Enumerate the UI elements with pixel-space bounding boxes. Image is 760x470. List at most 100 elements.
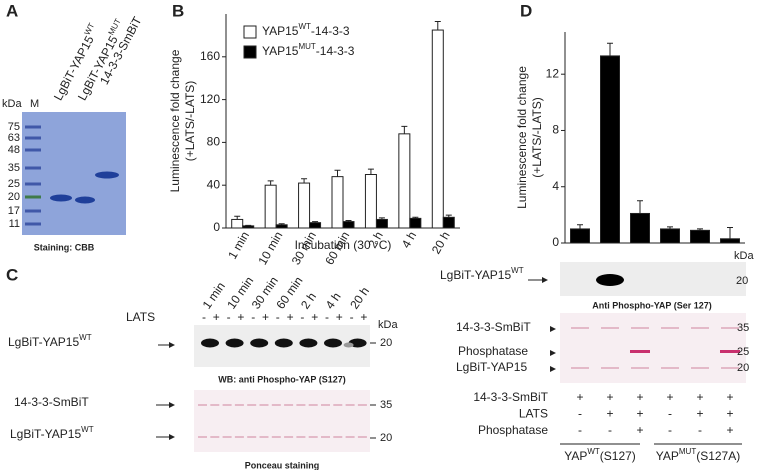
marker-band [25, 209, 41, 213]
y-tick-label: 0 [552, 235, 559, 249]
error-bar [234, 215, 241, 220]
blot-band [357, 436, 367, 438]
bar [409, 217, 422, 229]
sign: - [227, 310, 231, 324]
kda-label: kDa [378, 319, 398, 331]
band-label: LgBiT-YAP15WT [10, 425, 94, 441]
blot-band [324, 338, 342, 348]
legend-label-part: -14-3-3 [311, 24, 350, 38]
blot-band [343, 342, 354, 348]
error-bar [345, 220, 352, 222]
arrow-head [169, 342, 175, 348]
blot-band [259, 404, 269, 406]
y-tick-label: 160 [200, 49, 220, 63]
panel-label: D [520, 1, 532, 20]
marker-band [25, 182, 41, 186]
blot-band [234, 404, 244, 406]
row-label: 14-3-3-SmBiT [473, 390, 548, 404]
caption: Ponceau staining [245, 460, 320, 470]
error-bar [607, 42, 613, 56]
blot [194, 390, 370, 452]
blot-band [198, 404, 207, 406]
arrow-head [550, 366, 556, 372]
lane-label-part: WT [83, 21, 97, 36]
error-bar [367, 168, 374, 175]
sign: + [287, 310, 294, 324]
blot-band [247, 436, 257, 438]
legend-swatch [243, 25, 257, 39]
bar [690, 229, 710, 244]
error-bar [378, 217, 385, 220]
sign: - [608, 423, 612, 437]
arrow-head [169, 402, 175, 408]
blot-band [284, 436, 294, 438]
blot-band [250, 338, 269, 348]
bar [375, 218, 388, 229]
blot-band [333, 404, 343, 406]
row-label: LATS [519, 407, 548, 421]
sign: + [636, 407, 643, 421]
marker-band [25, 136, 41, 140]
time-label: 1 min [200, 279, 228, 311]
sign: + [606, 407, 613, 421]
blot-band [284, 404, 294, 406]
row-label: Phosphatase [478, 423, 548, 437]
band-label: LgBiT-YAP15 [456, 360, 527, 374]
sign: + [336, 310, 343, 324]
marker-label: 20 [737, 362, 749, 374]
blot-band [271, 436, 281, 438]
y-tick-label: 80 [207, 135, 221, 149]
y-axis-label: Luminescence fold change [168, 49, 182, 192]
error-bar [401, 125, 408, 134]
blot-band [661, 367, 679, 369]
band-label: LgBiT-YAP15WT [8, 333, 92, 349]
sign: - [325, 310, 329, 324]
y-tick-label: 8 [552, 123, 559, 137]
blot-band [345, 436, 355, 438]
error-bar [245, 224, 252, 226]
arrow-head [550, 350, 556, 356]
bar [231, 218, 244, 229]
x-tick-label: 10 min [255, 229, 285, 267]
legend-label-part: WT [298, 22, 311, 31]
marker-label: 17 [8, 205, 20, 217]
band-label: 14-3-3-SmBiT [14, 395, 89, 409]
error-bar [727, 227, 733, 239]
treatment-label: LATS [126, 310, 155, 324]
sign: + [636, 423, 643, 437]
protein-band [95, 171, 119, 179]
error-bar [312, 221, 319, 223]
blot-band [259, 436, 269, 438]
y-tick-label: 40 [207, 177, 221, 191]
blot-band [601, 327, 619, 329]
marker-label: 75 [8, 121, 20, 133]
sign: + [360, 310, 367, 324]
error-bar [301, 178, 308, 184]
marker-band [25, 166, 41, 170]
sign: + [696, 390, 703, 404]
marker-band [25, 222, 41, 226]
blot-band [271, 404, 281, 406]
blot-band [721, 327, 739, 329]
error-bar [434, 20, 441, 31]
blot-band [222, 404, 232, 406]
blot-band [721, 367, 739, 369]
y-tick-label: 120 [200, 92, 220, 106]
blot-band [321, 404, 330, 406]
error-bar [637, 200, 643, 214]
marker-label: 20 [736, 275, 748, 287]
blot-band [691, 367, 709, 369]
legend-label: YAP15WT-14-3-3 [262, 22, 350, 38]
kda-label: kDa [2, 98, 22, 110]
sign: - [300, 310, 304, 324]
blot-band [274, 338, 293, 348]
marker-label: 35 [8, 162, 20, 174]
sign: + [262, 310, 269, 324]
bar [364, 174, 377, 229]
sign: + [726, 390, 733, 404]
sign: - [350, 310, 354, 324]
sign: - [668, 423, 672, 437]
band-label-part: WT [511, 266, 524, 275]
legend-label-part: MUT [298, 42, 315, 51]
